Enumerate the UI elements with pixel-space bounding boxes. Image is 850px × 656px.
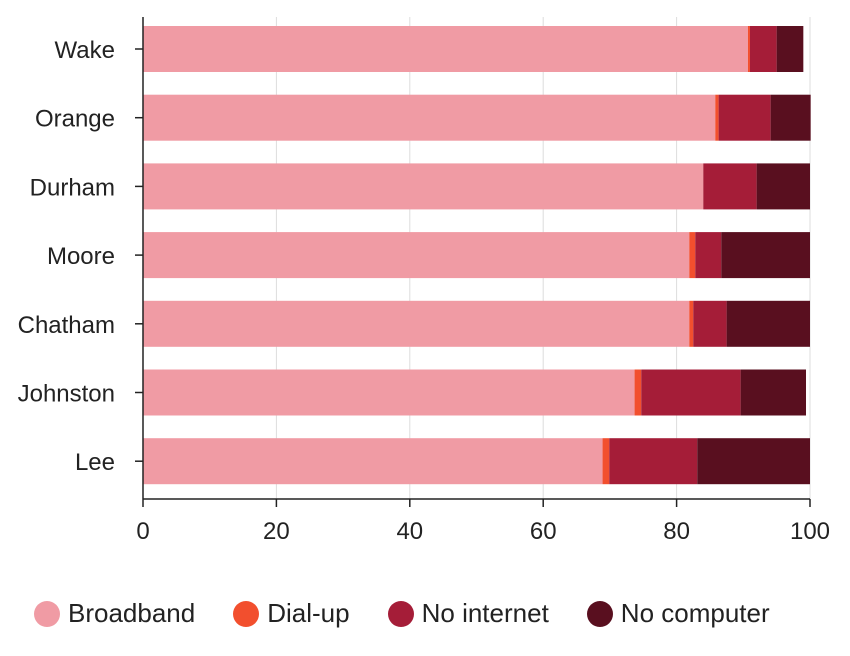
legend-swatch [586, 600, 613, 627]
legend-label: No internet [421, 598, 549, 628]
legend-item-dial-up: Dial-up [233, 598, 350, 629]
bar-segment-lee-no-computer [697, 438, 810, 485]
bar-segment-moore-no-internet [695, 232, 722, 279]
x-tick-label-100: 100 [790, 518, 830, 545]
bar-segment-lee-no-internet [609, 438, 698, 485]
bar-segment-johnston-no-internet [641, 369, 741, 416]
legend-swatch [387, 600, 414, 627]
legend-item-no-internet: No internet [387, 598, 549, 629]
y-tick-label-chatham: Chatham [18, 312, 115, 339]
x-tick-label-0: 0 [136, 518, 149, 545]
x-tick-label-80: 80 [663, 518, 690, 545]
bar-segment-lee-dial-up [602, 438, 610, 485]
legend: Broadband Dial-up No internet No computer [34, 598, 808, 629]
bar-segment-chatham-no-computer [726, 300, 810, 347]
bar-segment-wake-broadband [143, 26, 748, 72]
bar-segment-moore-dial-up [689, 232, 696, 279]
legend-label: Dial-up [267, 598, 350, 628]
x-tick-label-60: 60 [530, 518, 557, 545]
x-tick-label-40: 40 [396, 518, 423, 545]
y-tick-label-wake: Wake [55, 37, 115, 64]
bar-segment-johnston-no-computer [740, 369, 806, 416]
bar-segment-orange-broadband [143, 94, 716, 141]
y-tick-label-orange: Orange [35, 106, 115, 133]
bar-segment-orange-no-computer [770, 94, 811, 141]
bar-segment-wake-no-computer [776, 26, 804, 72]
y-tick-label-lee: Lee [75, 449, 115, 476]
legend-label: No computer [620, 598, 770, 628]
bar-segment-durham-no-computer [756, 163, 810, 210]
legend-swatch [34, 600, 60, 627]
bar-segment-chatham-broadband [143, 300, 690, 347]
bar-segment-durham-no-internet [703, 163, 757, 210]
y-tick-label-moore: Moore [47, 243, 115, 270]
y-tick-label-durham: Durham [30, 174, 115, 201]
bar-segment-durham-broadband [143, 163, 704, 210]
legend-label: Broadband [68, 598, 196, 628]
y-tick-label-johnston: Johnston [18, 381, 115, 408]
bar-segment-johnston-broadband [143, 369, 635, 416]
x-tick-label-20: 20 [263, 518, 290, 545]
bar-segment-moore-broadband [143, 232, 690, 279]
bar-segment-johnston-dial-up [634, 369, 642, 416]
bar-segment-moore-no-computer [721, 232, 810, 279]
bar-segment-orange-no-internet [718, 94, 771, 141]
bar-segment-orange-dial-up [715, 94, 719, 141]
bar-segment-wake-dial-up [747, 26, 750, 72]
bar-segment-chatham-no-internet [693, 300, 727, 347]
legend-item-no-computer: No computer [586, 598, 770, 629]
bar-segment-wake-no-internet [749, 26, 777, 72]
bar-segment-lee-broadband [143, 438, 603, 485]
bar-segment-chatham-dial-up [689, 300, 694, 347]
legend-item-broadband: Broadband [34, 598, 195, 629]
legend-swatch [233, 600, 260, 627]
